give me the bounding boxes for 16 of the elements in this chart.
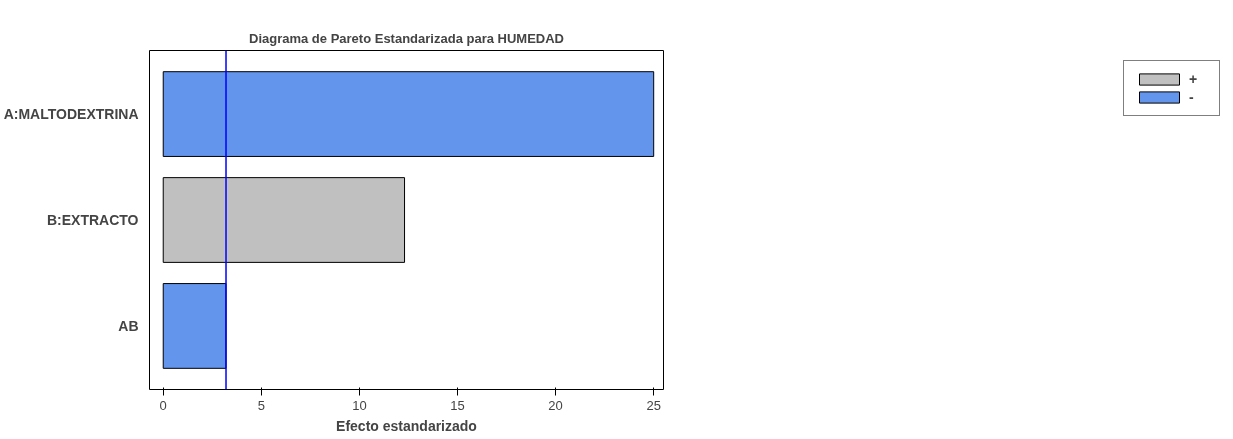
x-tick-label: 5	[257, 397, 265, 413]
x-tick-label: 10	[352, 397, 367, 413]
x-tick-label: 15	[450, 397, 465, 413]
x-tick-label: 0	[159, 397, 167, 413]
y-tick-label: B:EXTRACTO	[46, 212, 139, 228]
y-tick-label: A:MALTODEXTRINA	[3, 106, 139, 123]
x-axis-title: Efecto estandarizado	[336, 417, 477, 434]
chart-title: Diagrama de Pareto Estandarizada para HUMEDAD	[249, 30, 564, 46]
bar	[162, 71, 655, 157]
y-tick-label: AB	[118, 317, 139, 334]
legend-label: +	[1189, 71, 1199, 87]
bar	[162, 177, 406, 263]
bar	[162, 283, 227, 369]
x-tick-label: 25	[646, 397, 661, 413]
legend-label: -	[1189, 89, 1195, 105]
x-tick-label: 20	[548, 397, 563, 413]
